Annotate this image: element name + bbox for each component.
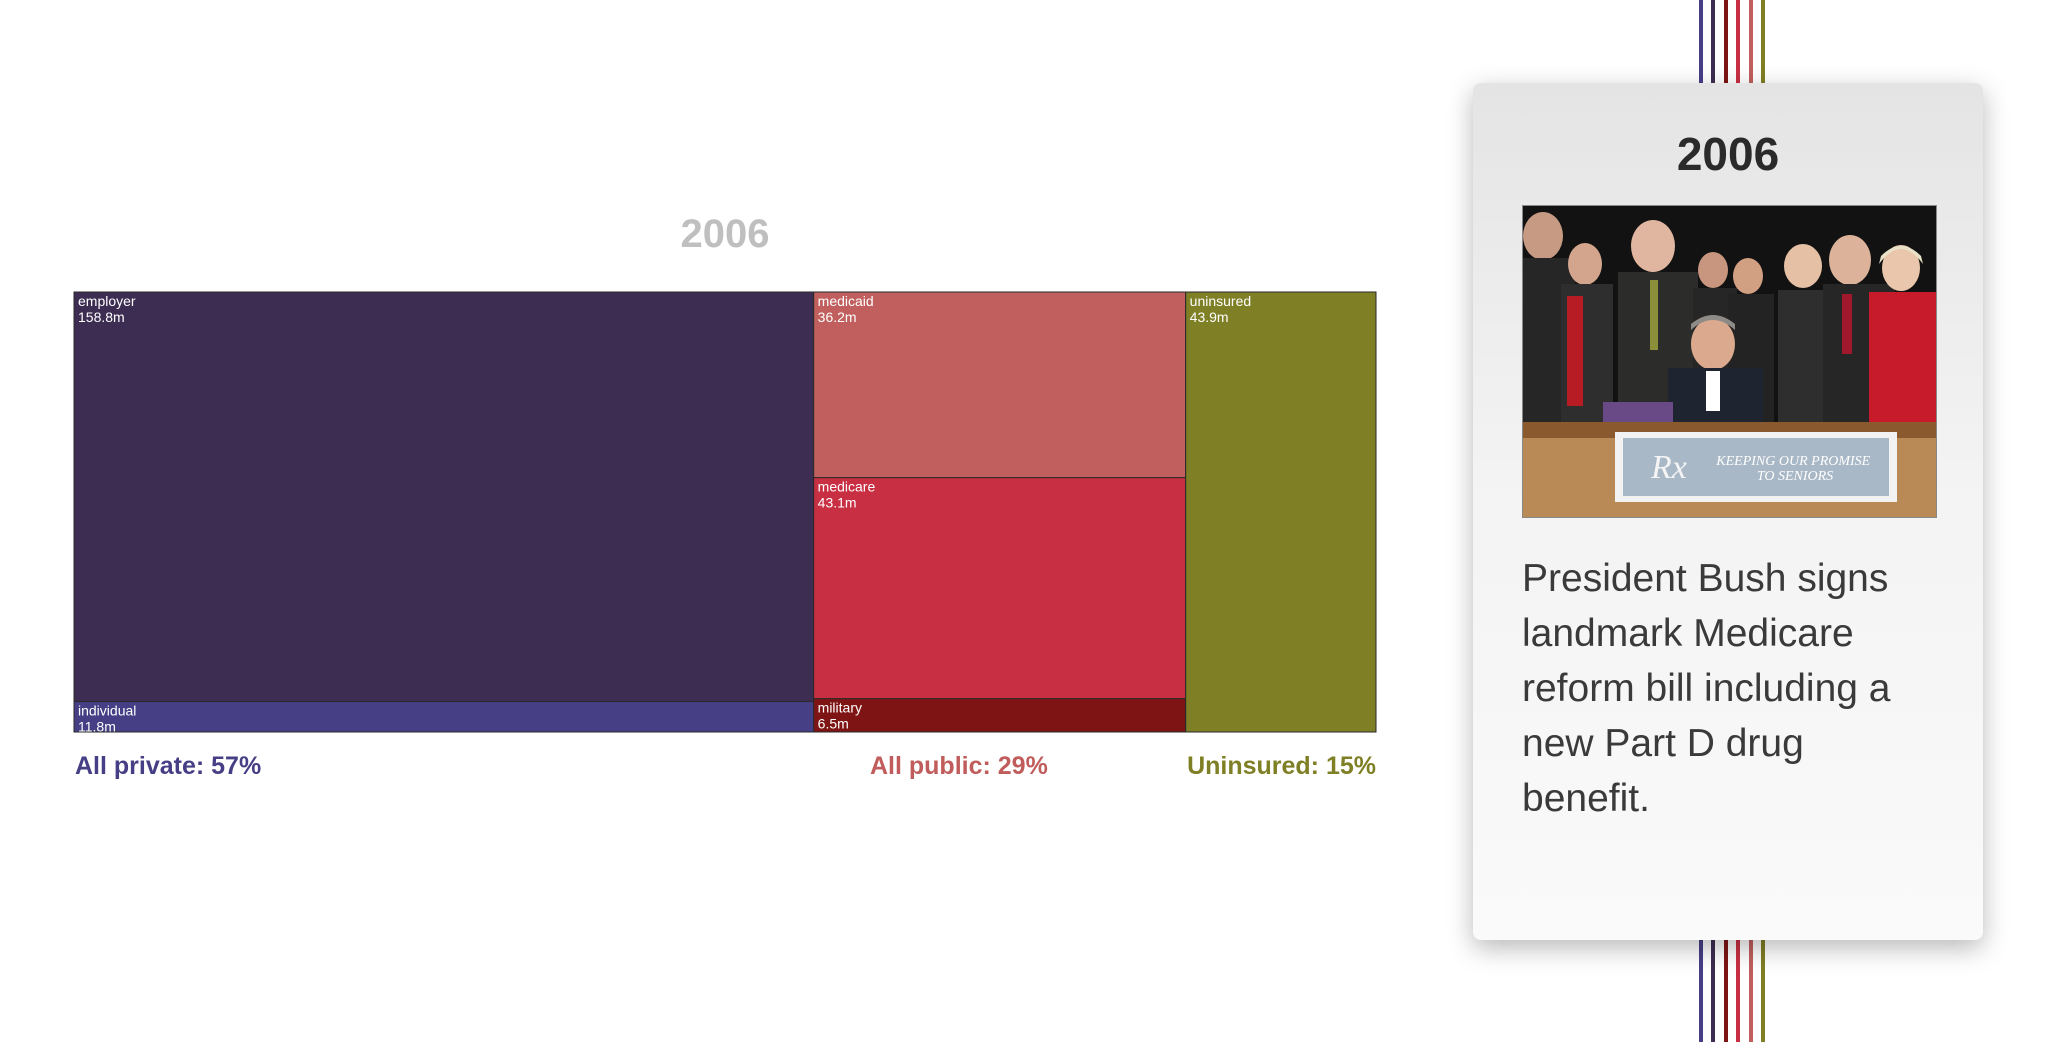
timeline-line [1736,936,1741,1042]
timeline-line [1736,0,1741,84]
treemap-cell-value: 11.8m [78,719,116,735]
treemap-cell-medicaid [813,291,1187,479]
event-card: 2006 [1473,83,1983,940]
treemap-cell-value: 43.9m [1190,309,1229,325]
treemap-cell-military [813,698,1187,733]
timeline-line [1699,0,1703,84]
timeline-line [1748,0,1753,84]
treemap-cell-value: 6.5m [818,716,849,732]
treemap-cell-employer [73,291,815,703]
photo-rx-logo: Rx [1650,449,1687,486]
treemap-cell-individual [73,701,815,733]
timeline-line [1723,0,1728,84]
chart-title: 2006 [680,212,770,256]
timeline-line [1748,936,1753,1042]
treemap-cell-value: 43.1m [818,495,857,511]
timeline-line [1711,936,1716,1042]
timeline-line [1723,936,1728,1042]
treemap-cell-medicare [813,477,1187,700]
timeline-line [1760,0,1765,84]
treemap-cell-name: medicare [818,479,876,495]
treemap-cell-name: individual [78,703,136,719]
event-year: 2006 [1676,128,1780,180]
timeline-line [1711,0,1716,84]
all-public-label: All public: 29% [870,752,1048,780]
event-photo: Rx KEEPING OUR PROMISE TO SENIORS [1522,205,1937,518]
treemap-cell-uninsured [1185,291,1377,733]
event-description: President Bush signs landmark Medicare r… [1522,557,1891,820]
treemap-cell-name: uninsured [1190,293,1252,309]
treemap-cell-name: employer [78,293,136,309]
uninsured-label: Uninsured: 15% [1187,752,1376,780]
timeline-lines-top [1699,0,1765,84]
timeline-line [1760,936,1765,1042]
treemap-cell-value: 36.2m [818,309,857,325]
treemap-cell-value: 158.8m [78,309,125,325]
all-private-label: All private: 57% [75,752,262,780]
photo-sign-text: KEEPING OUR PROMISE TO SENIORS [1715,454,1873,484]
timeline-lines-bottom [1699,936,1765,1042]
timeline-line [1699,936,1703,1042]
treemap-cell-name: military [818,700,862,716]
treemap-cell-name: medicaid [818,293,874,309]
